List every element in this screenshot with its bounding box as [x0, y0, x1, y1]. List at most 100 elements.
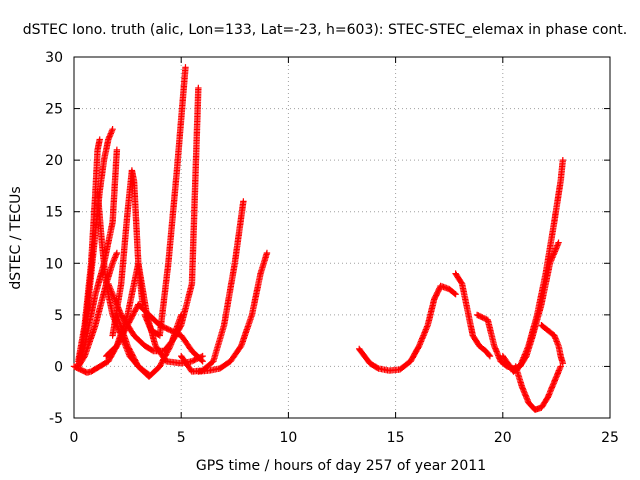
data-point: [551, 179, 564, 226]
data-point: [135, 260, 146, 307]
data-point: [113, 249, 121, 257]
data-point: [92, 261, 107, 298]
data-point: [178, 282, 195, 329]
data-point: [396, 359, 413, 373]
data-point: [356, 345, 373, 366]
y-tick-label: 5: [54, 308, 63, 324]
data-point: [92, 189, 103, 236]
data-point: [199, 352, 206, 360]
data-point: [156, 344, 173, 370]
data-point: [452, 291, 459, 298]
data-point: [538, 322, 550, 333]
data-point: [551, 364, 564, 386]
data-point: [465, 311, 476, 338]
data-point: [216, 358, 233, 372]
data-point: [499, 352, 516, 374]
data-point: [525, 313, 540, 349]
data-point: [81, 313, 94, 349]
y-tick-label: 15: [45, 205, 63, 221]
y-tick-label: 30: [45, 50, 63, 66]
data-point: [227, 343, 244, 365]
data-point: [248, 271, 264, 319]
data-series: [75, 249, 121, 370]
data-point: [83, 272, 95, 319]
data-point: [538, 395, 551, 411]
data-point: [188, 353, 205, 365]
data-point: [458, 280, 472, 317]
data-series: [195, 249, 271, 375]
data-point: [100, 220, 116, 267]
data-point: [210, 323, 227, 365]
data-point: [92, 282, 109, 329]
data-point: [482, 347, 493, 359]
data-point: [113, 311, 131, 348]
data-point: [81, 323, 99, 360]
data-series: [70, 260, 206, 376]
data-point: [518, 383, 532, 405]
data-point: [533, 271, 549, 319]
data-point: [512, 363, 525, 389]
y-axis-label: dSTEC / TECUs: [8, 186, 24, 289]
y-tick-label: 0: [54, 359, 63, 375]
data-series: [109, 167, 146, 339]
x-tick-label: 0: [70, 430, 79, 446]
data-series: [113, 311, 185, 380]
data-point: [178, 311, 185, 319]
data-point: [452, 270, 465, 286]
x-tick-label: 25: [601, 430, 619, 446]
data-point: [178, 352, 195, 374]
data-point: [109, 148, 120, 226]
data-point: [257, 251, 270, 277]
data-point: [431, 284, 444, 303]
y-tick-label: 25: [45, 102, 63, 118]
data-point: [469, 332, 482, 348]
data-point: [263, 249, 271, 257]
data-point: [366, 360, 381, 371]
data-point: [555, 239, 562, 246]
data-point: [109, 126, 116, 133]
data-point: [182, 64, 189, 71]
data-point: [135, 363, 152, 379]
data-point: [133, 218, 142, 265]
data-point: [416, 323, 431, 349]
x-axis-label: GPS time / hours of day 257 of year 2011: [196, 458, 486, 474]
data-point: [220, 261, 238, 329]
x-tick-label: 20: [494, 430, 512, 446]
x-tick-label: 10: [279, 430, 297, 446]
data-point: [88, 364, 102, 375]
data-point: [156, 261, 172, 339]
data-point: [446, 285, 458, 297]
data-series: [538, 322, 567, 367]
x-tick-label: 5: [177, 430, 186, 446]
data-point: [486, 352, 494, 360]
data-point: [195, 84, 202, 92]
plot-frame: [73, 56, 611, 419]
data-point: [139, 301, 146, 308]
data-point: [83, 368, 93, 376]
data-point: [88, 230, 99, 277]
data-point: [100, 137, 112, 164]
chart-title: dSTEC Iono. truth (alic, Lon=133, Lat=-2…: [23, 22, 627, 38]
data-point: [240, 198, 247, 205]
data-point: [96, 358, 111, 370]
data-point: [173, 65, 189, 174]
y-tick-label: 20: [45, 153, 63, 169]
data-point: [491, 342, 504, 364]
data-point: [167, 313, 184, 349]
data-point: [103, 261, 116, 288]
data-point: [516, 344, 532, 370]
data-point: [559, 156, 567, 164]
data-point: [113, 146, 121, 154]
data-point: [476, 342, 488, 354]
data-point: [143, 311, 159, 348]
data-point: [165, 168, 180, 267]
data-markers: [70, 64, 567, 413]
y-tick-label: -5: [49, 411, 63, 427]
data-point: [424, 297, 437, 329]
data-point: [96, 158, 107, 195]
data-point: [407, 343, 422, 365]
data-point: [231, 199, 247, 267]
data-point: [130, 332, 147, 348]
data-point: [544, 327, 557, 338]
